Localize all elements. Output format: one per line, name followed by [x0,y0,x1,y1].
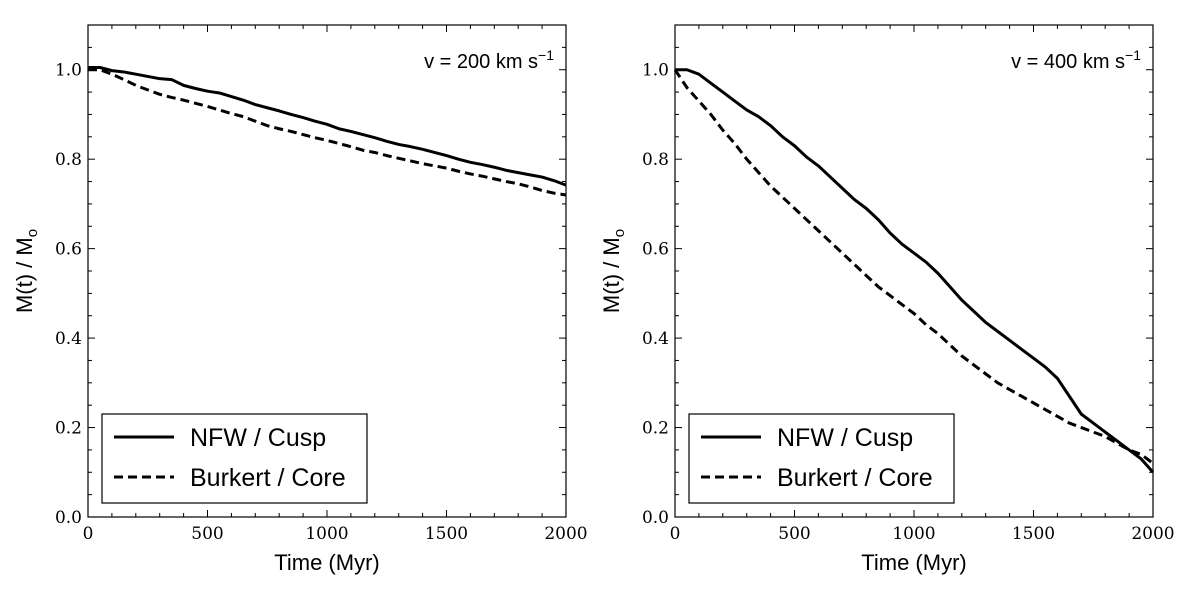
panel-2: 0 500 1000 1500 2000 0.0 0.2 0.4 0.6 0.8 1.0 Time (… [599,24,1175,575]
x-tick-label: 2000 [1131,524,1174,544]
y-tick-label: 1.0 [642,61,669,81]
y-tick-label: 0.4 [642,329,669,349]
x-tick-label: 1500 [1012,524,1055,544]
y-tick-label: 0.8 [55,150,82,170]
y-tick-label: 0.2 [642,419,669,439]
y-axis-label: M(t) / Mo [12,229,41,313]
velocity-annotation-superscript: −1 [1125,47,1141,63]
legend: NFW / Cusp Burkert / Core [688,413,955,504]
x-tick-label: 500 [778,524,810,544]
x-tick-label: 2000 [544,524,587,544]
y-tick-label: 0.0 [642,508,669,528]
y-tick-label: 0.2 [55,419,82,439]
velocity-annotation-text: v = 200 km s [424,51,538,73]
x-tick-label: 1000 [892,524,935,544]
y-axis-label: M(t) / Mo [599,229,628,313]
series-line-burkert-core [673,68,1154,465]
y-tick-label: 0.6 [642,240,669,260]
velocity-annotation: v = 400 km s−1 [1011,47,1141,73]
x-tick-label: 0 [670,524,681,544]
x-tick-label: 500 [191,524,223,544]
y-tick-label: 1.0 [55,61,82,81]
y-tick-label: 0.0 [55,508,82,528]
x-tick-label: 0 [83,524,94,544]
series-line-nfw-cusp [88,65,567,187]
y-tick-label: 0.4 [55,329,82,349]
y-axis-label-text: M(t) / M [12,237,37,313]
y-tick-label: 0.8 [642,150,669,170]
velocity-annotation-superscript: −1 [538,47,554,63]
series-line-burkert-core [88,68,567,197]
x-tick-label: 1500 [425,524,468,544]
legend-label: NFW / Cusp [190,424,326,452]
legend-label: NFW / Cusp [777,424,913,452]
series-line-nfw-cusp [675,68,1155,474]
legend-label: Burkert / Core [777,464,933,492]
velocity-annotation-text: v = 400 km s [1011,51,1125,73]
panel-1: 0 500 1000 1500 2000 0.0 0.2 0.4 0.6 0.8 1.0 Time (… [12,24,588,575]
legend-box [101,413,368,504]
y-axis-label-subscript: o [24,229,41,237]
legend-box [688,413,955,504]
x-axis-label: Time (Myr) [861,550,967,575]
legend: NFW / Cusp Burkert / Core [101,413,368,504]
velocity-annotation: v = 200 km s−1 [424,47,554,73]
x-axis-label: Time (Myr) [274,550,380,575]
x-tick-label: 1000 [305,524,348,544]
y-axis-label-text: M(t) / M [599,237,624,313]
y-axis-label-subscript: o [611,229,628,237]
legend-label: Burkert / Core [190,464,346,492]
y-tick-label: 0.6 [55,240,82,260]
